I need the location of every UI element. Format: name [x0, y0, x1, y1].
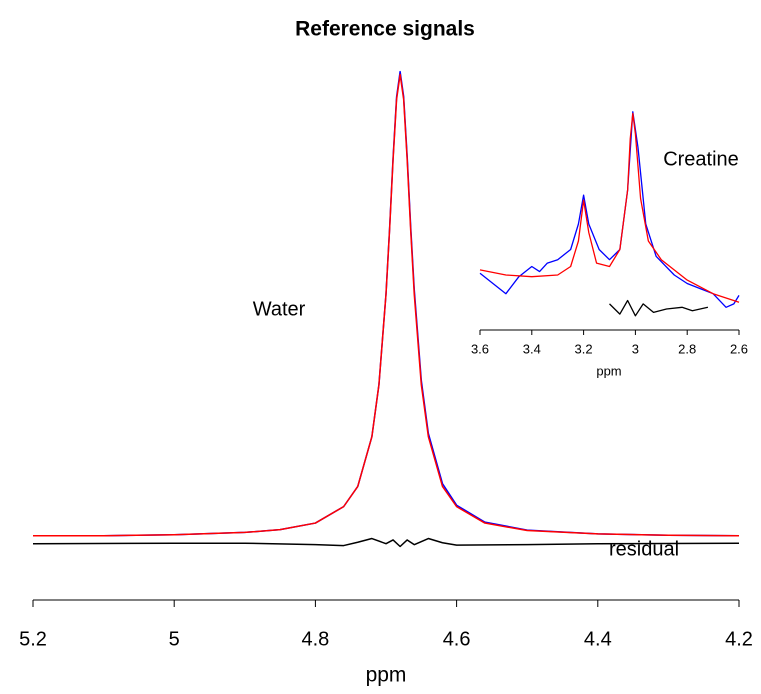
- x-tick-label: 2.8: [678, 341, 696, 356]
- x-tick-label: 4.8: [301, 628, 329, 650]
- annotation: residual: [609, 538, 679, 560]
- annotation: Water: [253, 298, 306, 320]
- x-tick-label: 4.6: [443, 628, 471, 650]
- x-tick-label: 3.4: [523, 341, 541, 356]
- spectrum-line: [33, 73, 740, 537]
- spectrum-line: [32, 537, 740, 548]
- x-axis-title: ppm: [596, 363, 621, 378]
- annotation: Creatine: [663, 148, 739, 170]
- spectrum-line: [479, 111, 740, 308]
- x-tick-label: 3.6: [471, 341, 489, 356]
- x-axis-title: ppm: [366, 664, 407, 687]
- chart-title: Reference signals: [295, 18, 475, 41]
- x-tick-label: 4.2: [725, 628, 753, 650]
- x-tick-label: 3: [632, 341, 639, 356]
- x-tick-label: 5.2: [19, 628, 47, 650]
- spectrum-line: [479, 112, 740, 303]
- x-tick-label: 4.4: [584, 628, 612, 650]
- x-tick-label: 2.6: [730, 341, 748, 356]
- spectrum-line: [609, 299, 709, 317]
- x-tick-label: 5: [169, 628, 180, 650]
- x-tick-label: 3.2: [575, 341, 593, 356]
